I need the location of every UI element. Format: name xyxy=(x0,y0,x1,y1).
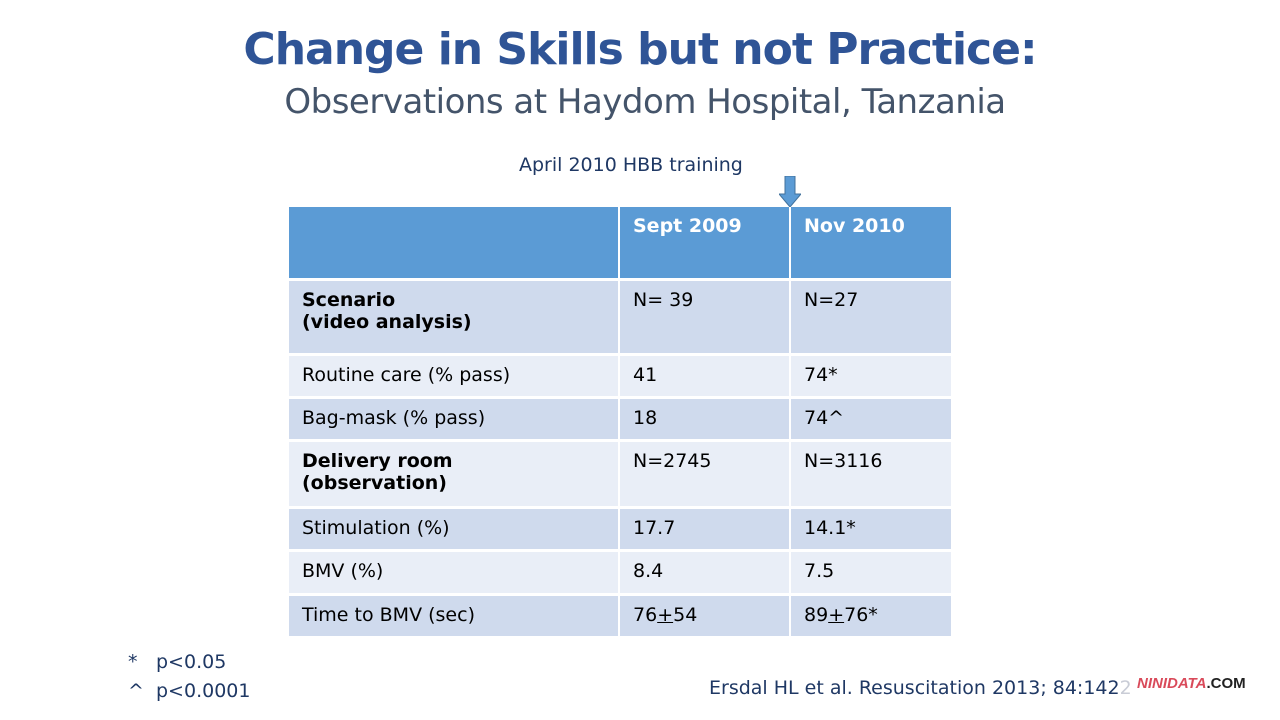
header-cell: Nov 2010 xyxy=(791,207,951,281)
plus-minus: + xyxy=(657,604,674,626)
cell: 41 xyxy=(620,356,791,399)
label-line: Delivery room xyxy=(302,450,453,472)
table-row: Routine care (% pass) 41 74* xyxy=(289,356,951,399)
cell: 17.7 xyxy=(620,509,791,552)
table-row: BMV (%) 8.4 7.5 xyxy=(289,552,951,596)
footnote-symbol: ^ xyxy=(128,680,144,702)
watermark-domain: .COM xyxy=(1206,675,1246,692)
footnotes: * p<0.05 ^ p<0.0001 xyxy=(128,648,250,706)
cell: 8.4 xyxy=(620,552,791,596)
down-arrow-icon xyxy=(779,176,801,208)
footnote-symbol: * xyxy=(128,651,138,673)
row-label: Scenario (video analysis) xyxy=(289,281,620,356)
footnote-text: p<0.05 xyxy=(156,651,227,673)
cell: N=27 xyxy=(791,281,951,356)
cell: 7.5 xyxy=(791,552,951,596)
watermark-brand: NINIDATA xyxy=(1137,675,1207,692)
table-row: Stimulation (%) 17.7 14.1* xyxy=(289,509,951,552)
cell: 76+54 xyxy=(620,596,791,639)
results-table: Sept 2009 Nov 2010 Scenario (video analys… xyxy=(289,207,951,639)
header-cell: Sept 2009 xyxy=(620,207,791,281)
plus-minus: + xyxy=(828,604,845,626)
cell: N=2745 xyxy=(620,442,791,509)
table-row: Delivery room (observation) N=2745 N=3116 xyxy=(289,442,951,509)
footnote-text: p<0.0001 xyxy=(156,680,251,702)
table-header-row: Sept 2009 Nov 2010 xyxy=(289,207,951,281)
table-row: Bag-mask (% pass) 18 74^ xyxy=(289,399,951,442)
row-label: BMV (%) xyxy=(289,552,620,596)
cell: N= 39 xyxy=(620,281,791,356)
footnote: * p<0.05 xyxy=(128,648,250,677)
slide-title: Change in Skills but not Practice: xyxy=(243,24,1037,75)
cell: N=3116 xyxy=(791,442,951,509)
sd: 54 xyxy=(673,604,698,626)
row-label: Stimulation (%) xyxy=(289,509,620,552)
label-line: Scenario xyxy=(302,289,396,311)
slide-subtitle: Observations at Haydom Hospital, Tanzani… xyxy=(284,82,1006,122)
table-row: Scenario (video analysis) N= 39 N=27 xyxy=(289,281,951,356)
label-line: (observation) xyxy=(302,472,447,494)
training-annotation: April 2010 HBB training xyxy=(519,154,743,176)
citation: Ersdal HL et al. Resuscitation 2013; 84:… xyxy=(709,677,1132,699)
row-label: Delivery room (observation) xyxy=(289,442,620,509)
footnote: ^ p<0.0001 xyxy=(128,677,250,706)
mean: 89 xyxy=(804,604,829,626)
row-label: Routine care (% pass) xyxy=(289,356,620,399)
cell: 18 xyxy=(620,399,791,442)
header-cell xyxy=(289,207,620,281)
mean: 76 xyxy=(633,604,658,626)
row-label: Bag-mask (% pass) xyxy=(289,399,620,442)
cell: 89+76* xyxy=(791,596,951,639)
citation-text: Ersdal HL et al. Resuscitation 2013; 84:… xyxy=(709,677,1120,699)
citation-faded: 2 xyxy=(1119,677,1132,699)
cell: 74^ xyxy=(791,399,951,442)
cell: 14.1* xyxy=(791,509,951,552)
label-line: (video analysis) xyxy=(302,311,472,333)
row-label: Time to BMV (sec) xyxy=(289,596,620,639)
watermark-logo: NINIDATA.COM xyxy=(1137,675,1246,692)
cell: 74* xyxy=(791,356,951,399)
table-row: Time to BMV (sec) 76+54 89+76* xyxy=(289,596,951,639)
sd: 76* xyxy=(844,604,878,626)
